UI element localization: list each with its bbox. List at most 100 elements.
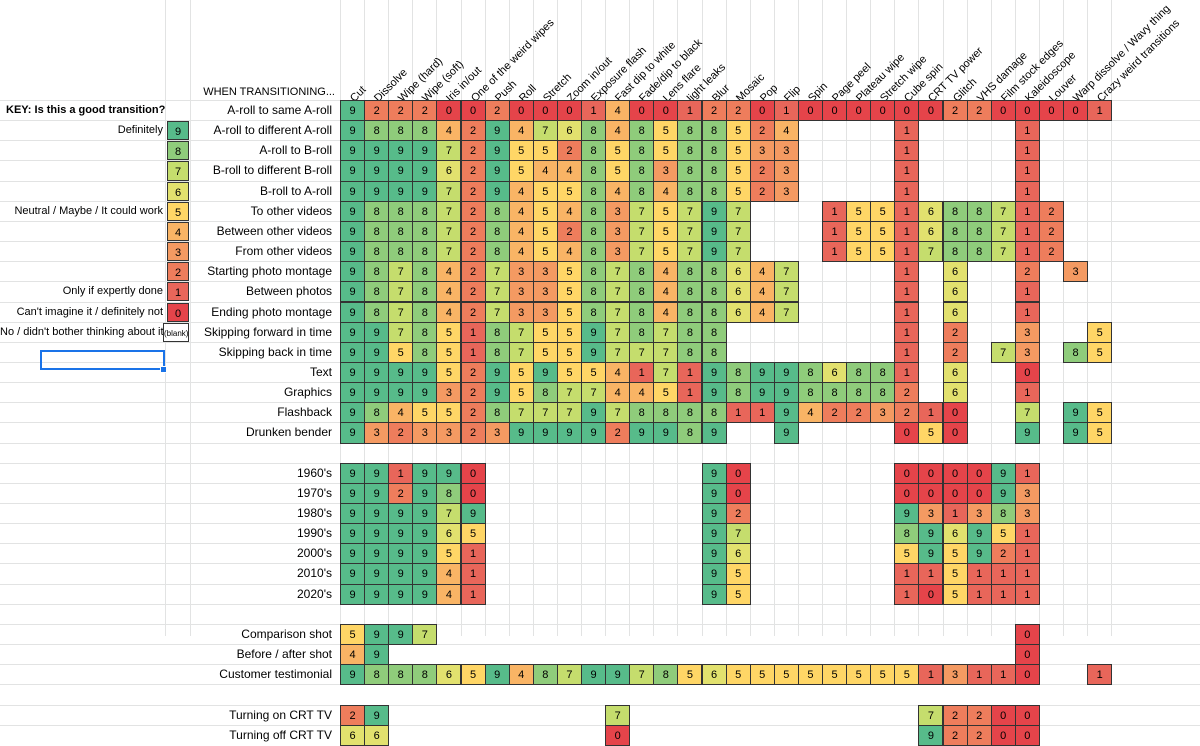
data-cell[interactable]: 1 <box>1014 382 1040 404</box>
data-cell[interactable]: 9 <box>532 361 558 384</box>
data-cell[interactable]: 9 <box>364 140 390 162</box>
data-cell[interactable]: 0 <box>605 724 631 746</box>
data-cell[interactable]: 9 <box>388 583 414 605</box>
data-cell[interactable]: 2 <box>701 100 727 122</box>
data-cell[interactable]: 9 <box>340 503 366 525</box>
data-cell[interactable]: 7 <box>556 402 582 424</box>
data-cell[interactable]: 5 <box>581 361 607 384</box>
data-cell[interactable]: 1 <box>1014 140 1040 162</box>
data-cell[interactable]: 9 <box>629 422 655 444</box>
data-cell[interactable]: 2 <box>460 120 486 142</box>
data-cell[interactable]: 2 <box>1038 200 1064 222</box>
data-cell[interactable]: 9 <box>340 543 366 565</box>
data-cell[interactable]: 1 <box>990 563 1016 585</box>
data-cell[interactable]: 7 <box>532 120 558 142</box>
data-cell[interactable]: 9 <box>581 664 607 686</box>
data-cell[interactable]: 0 <box>918 100 944 122</box>
data-cell[interactable]: 2 <box>484 100 510 122</box>
data-cell[interactable]: 9 <box>340 422 366 444</box>
data-cell[interactable]: 5 <box>846 664 872 686</box>
data-cell[interactable]: 4 <box>436 261 462 283</box>
data-cell[interactable]: 0 <box>990 100 1016 122</box>
data-cell[interactable]: 5 <box>1087 321 1113 343</box>
data-cell[interactable]: 8 <box>725 361 751 384</box>
data-cell[interactable]: 8 <box>364 200 390 222</box>
data-cell[interactable]: 1 <box>822 241 848 263</box>
data-cell[interactable]: 4 <box>556 200 582 222</box>
data-cell[interactable]: 5 <box>773 664 799 686</box>
data-cell[interactable]: 1 <box>918 664 944 686</box>
data-cell[interactable]: 8 <box>364 281 390 303</box>
data-cell[interactable]: 9 <box>773 402 799 424</box>
data-cell[interactable]: 5 <box>532 200 558 222</box>
data-cell[interactable]: 0 <box>894 422 920 444</box>
data-cell[interactable]: 8 <box>846 382 872 404</box>
data-cell[interactable]: 1 <box>677 382 703 404</box>
data-cell[interactable]: 3 <box>532 261 558 283</box>
data-cell[interactable]: 8 <box>388 664 414 686</box>
data-cell[interactable]: 5 <box>556 180 582 202</box>
data-cell[interactable]: 2 <box>556 220 582 243</box>
data-cell[interactable]: 9 <box>484 664 510 686</box>
data-cell[interactable]: 9 <box>412 523 438 545</box>
data-cell[interactable]: 2 <box>749 160 775 182</box>
data-cell[interactable]: 3 <box>605 241 631 263</box>
data-cell[interactable]: 1 <box>894 160 920 182</box>
data-cell[interactable]: 3 <box>749 140 775 162</box>
fill-handle[interactable] <box>160 366 167 373</box>
data-cell[interactable]: 1 <box>749 402 775 424</box>
data-cell[interactable]: 8 <box>725 382 751 404</box>
data-cell[interactable]: 8 <box>412 321 438 343</box>
data-cell[interactable]: 5 <box>556 261 582 283</box>
data-cell[interactable]: 5 <box>725 120 751 142</box>
data-cell[interactable]: 8 <box>388 120 414 142</box>
data-cell[interactable]: 9 <box>340 241 366 263</box>
data-cell[interactable]: 8 <box>629 321 655 343</box>
data-cell[interactable]: 8 <box>629 140 655 162</box>
data-cell[interactable]: 5 <box>605 140 631 162</box>
data-cell[interactable]: 4 <box>653 281 679 303</box>
data-cell[interactable]: 5 <box>749 664 775 686</box>
data-cell[interactable]: 9 <box>340 261 366 283</box>
data-cell[interactable]: 5 <box>653 120 679 142</box>
data-cell[interactable]: 8 <box>701 341 727 363</box>
data-cell[interactable]: 1 <box>1014 543 1040 565</box>
data-cell[interactable]: 9 <box>340 523 366 545</box>
data-cell[interactable]: 6 <box>340 724 366 746</box>
data-cell[interactable]: 0 <box>797 100 823 122</box>
data-cell[interactable]: 2 <box>460 422 486 444</box>
data-cell[interactable]: 9 <box>364 341 390 363</box>
data-cell[interactable]: 4 <box>653 180 679 202</box>
data-cell[interactable]: 9 <box>388 563 414 585</box>
data-cell[interactable]: 9 <box>388 361 414 384</box>
data-cell[interactable]: 8 <box>581 301 607 323</box>
data-cell[interactable]: 8 <box>870 382 896 404</box>
data-cell[interactable]: 4 <box>436 563 462 585</box>
data-cell[interactable]: 1 <box>894 583 920 605</box>
data-cell[interactable]: 2 <box>846 402 872 424</box>
data-cell[interactable]: 7 <box>412 623 438 646</box>
data-cell[interactable]: 2 <box>966 100 992 122</box>
data-cell[interactable]: 1 <box>460 543 486 565</box>
data-cell[interactable]: 6 <box>436 160 462 182</box>
data-cell[interactable]: 3 <box>532 281 558 303</box>
data-cell[interactable]: 8 <box>677 160 703 182</box>
data-cell[interactable]: 5 <box>532 180 558 202</box>
data-cell[interactable]: 9 <box>990 462 1016 484</box>
data-cell[interactable]: 7 <box>484 301 510 323</box>
data-cell[interactable]: 5 <box>508 382 534 404</box>
data-cell[interactable]: 9 <box>340 281 366 303</box>
data-cell[interactable]: 8 <box>412 120 438 142</box>
data-cell[interactable]: 9 <box>1063 422 1089 444</box>
data-cell[interactable]: 2 <box>460 241 486 263</box>
data-cell[interactable]: 0 <box>1014 361 1040 384</box>
data-cell[interactable]: 3 <box>1014 341 1040 363</box>
data-cell[interactable]: 9 <box>1063 402 1089 424</box>
data-cell[interactable]: 2 <box>460 220 486 243</box>
data-cell[interactable]: 9 <box>364 482 390 504</box>
data-cell[interactable]: 2 <box>388 100 414 122</box>
data-cell[interactable]: 2 <box>942 704 968 726</box>
data-cell[interactable]: 3 <box>436 382 462 404</box>
data-cell[interactable]: 5 <box>846 200 872 222</box>
data-cell[interactable]: 4 <box>629 382 655 404</box>
